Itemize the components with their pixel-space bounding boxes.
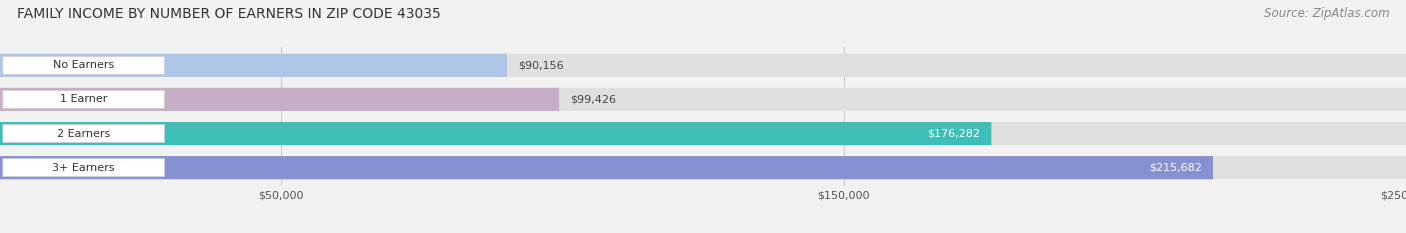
Text: $215,682: $215,682 (1149, 163, 1202, 173)
FancyBboxPatch shape (0, 54, 508, 77)
FancyBboxPatch shape (0, 156, 1213, 179)
Text: 1 Earner: 1 Earner (60, 94, 107, 104)
Text: 3+ Earners: 3+ Earners (52, 163, 115, 173)
FancyBboxPatch shape (0, 88, 560, 111)
Text: $90,156: $90,156 (519, 60, 564, 70)
FancyBboxPatch shape (0, 156, 1406, 179)
FancyBboxPatch shape (0, 122, 991, 145)
Text: 2 Earners: 2 Earners (58, 129, 110, 139)
Text: FAMILY INCOME BY NUMBER OF EARNERS IN ZIP CODE 43035: FAMILY INCOME BY NUMBER OF EARNERS IN ZI… (17, 7, 440, 21)
FancyBboxPatch shape (3, 124, 165, 143)
FancyBboxPatch shape (0, 54, 1406, 77)
Text: $176,282: $176,282 (927, 129, 980, 139)
Text: $99,426: $99,426 (571, 94, 616, 104)
Text: Source: ZipAtlas.com: Source: ZipAtlas.com (1264, 7, 1389, 20)
FancyBboxPatch shape (3, 90, 165, 109)
FancyBboxPatch shape (3, 159, 165, 177)
FancyBboxPatch shape (0, 122, 1406, 145)
Text: No Earners: No Earners (53, 60, 114, 70)
FancyBboxPatch shape (0, 88, 1406, 111)
FancyBboxPatch shape (3, 56, 165, 74)
